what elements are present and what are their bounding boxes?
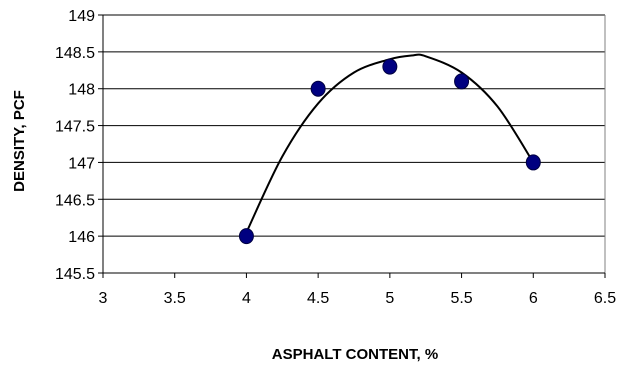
- y-tick-label: 147: [68, 155, 95, 172]
- tick-label-layer: 145.5 146 146.5 147 147.5 148 148.5 149 3 3.5 4 4.5…: [55, 8, 616, 307]
- data-point: [525, 154, 541, 171]
- y-tick-label: 146.5: [55, 192, 95, 209]
- x-tick-label: 5: [385, 290, 394, 307]
- trendline-layer: [245, 53, 535, 233]
- x-tick-label: 5.5: [450, 290, 472, 307]
- points-layer: [238, 58, 541, 245]
- x-tick-label: 3.5: [164, 290, 186, 307]
- x-tick-label: 3: [99, 290, 108, 307]
- x-tick-label: 4: [242, 290, 251, 307]
- y-tick-label: 146: [68, 229, 95, 246]
- data-point: [310, 80, 326, 97]
- y-tick-label: 145.5: [55, 266, 95, 283]
- y-tick-label: 149: [68, 8, 95, 25]
- data-point: [382, 58, 398, 75]
- data-point: [454, 73, 470, 90]
- y-tick-label: 148.5: [55, 45, 95, 62]
- axis-layer: [98, 14, 606, 278]
- data-point: [238, 228, 254, 245]
- x-tick-label: 4.5: [307, 290, 329, 307]
- y-tick-label: 147.5: [55, 119, 95, 136]
- y-axis-title: DENSITY, PCF: [11, 90, 28, 192]
- x-tick-label: 6: [529, 290, 538, 307]
- x-axis-title: ASPHALT CONTENT, %: [272, 346, 438, 363]
- x-tick-label: 6.5: [594, 290, 616, 307]
- y-tick-label: 148: [68, 82, 95, 99]
- grid-layer: [103, 14, 606, 273]
- polynomial-trendline: [245, 53, 535, 233]
